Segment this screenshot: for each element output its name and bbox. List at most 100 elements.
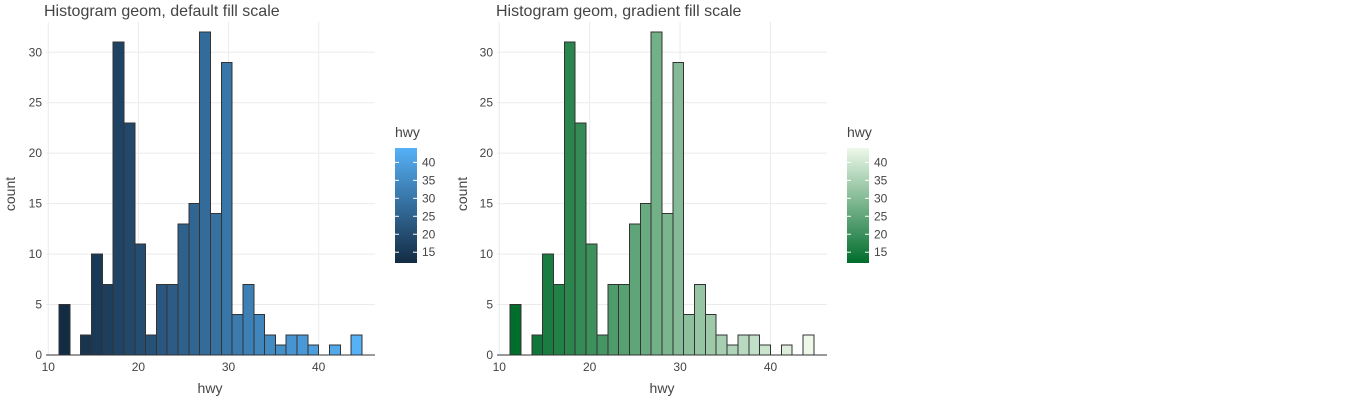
y-tick-label: 30 xyxy=(480,45,494,59)
y-tick-label: 10 xyxy=(480,247,494,261)
x-tick-labels: 10 20 30 40 xyxy=(493,360,778,374)
legend-title: hwy xyxy=(847,124,872,140)
x-tick-label: 30 xyxy=(673,360,687,374)
histogram-bar xyxy=(285,334,298,356)
legend-title: hwy xyxy=(395,124,420,140)
legend-tick-label: 40 xyxy=(874,155,888,169)
histogram-bar xyxy=(726,344,739,356)
histogram-bar xyxy=(264,334,276,356)
chart-title: Histogram geom, default fill scale xyxy=(44,3,280,20)
legend-colorbar xyxy=(847,148,869,263)
y-axis-title: count xyxy=(454,177,470,211)
histogram-bar xyxy=(574,122,587,356)
y-axis-title: count xyxy=(2,177,18,211)
y-tick-labels: 0 5 10 15 20 25 30 xyxy=(29,45,43,362)
legend-tick-label: 15 xyxy=(874,245,888,259)
histogram-bar xyxy=(628,223,641,356)
histogram-bar xyxy=(661,213,674,356)
y-tick-label: 5 xyxy=(35,298,42,312)
histogram-bar xyxy=(683,314,696,356)
histogram-bar xyxy=(780,344,793,356)
histogram-bar xyxy=(704,314,717,356)
histogram-bar xyxy=(639,203,652,356)
y-tick-label: 0 xyxy=(486,348,493,362)
y-tick-label: 20 xyxy=(480,146,494,160)
histogram-bar xyxy=(145,334,157,356)
y-tick-label: 25 xyxy=(29,96,43,110)
x-tick-label: 40 xyxy=(312,360,326,374)
legend-tick-label: 20 xyxy=(422,227,436,241)
legend-tick-label: 30 xyxy=(422,191,436,205)
histogram-bars xyxy=(58,31,363,356)
histogram-bar xyxy=(607,283,620,356)
histogram-bars xyxy=(509,31,815,356)
y-tick-label: 10 xyxy=(29,247,43,261)
histogram-bar xyxy=(101,283,114,356)
histogram-bar xyxy=(242,283,255,356)
x-tick-label: 10 xyxy=(42,360,56,374)
histogram-bar xyxy=(296,334,309,356)
x-tick-label: 10 xyxy=(493,360,507,374)
histogram-bar xyxy=(231,314,244,356)
histogram-bar xyxy=(650,31,663,356)
histogram-bar xyxy=(672,61,685,356)
chart-title: Histogram geom, gradient fill scale xyxy=(496,3,742,20)
histogram-bar xyxy=(531,334,544,356)
histogram-bar xyxy=(563,41,576,356)
histogram-bar xyxy=(274,344,287,356)
histogram-bar xyxy=(759,344,771,356)
x-tick-label: 20 xyxy=(583,360,597,374)
legend-tick-labels: 15 20 25 30 35 40 xyxy=(395,155,436,259)
legend-tick-label: 40 xyxy=(422,155,436,169)
histogram-bar xyxy=(155,283,168,356)
y-tick-label: 30 xyxy=(29,45,43,59)
histogram-bar xyxy=(748,334,761,356)
y-tick-labels: 0 5 10 15 20 25 30 xyxy=(480,45,494,362)
legend-colorbar xyxy=(395,148,417,263)
histogram-bar xyxy=(80,334,93,356)
color-legend: hwy 15 20 25 30 35 40 xyxy=(395,124,436,263)
x-axis-title: hwy xyxy=(650,380,675,396)
histogram-bar xyxy=(802,334,815,356)
y-tick-label: 25 xyxy=(480,96,494,110)
histogram-bar xyxy=(58,304,71,356)
histogram-bar xyxy=(737,334,750,356)
legend-tick-label: 15 xyxy=(422,245,436,259)
histogram-bar xyxy=(220,61,233,356)
histogram-bar xyxy=(509,304,522,356)
histogram-bar xyxy=(618,283,630,356)
histogram-bar xyxy=(166,283,179,356)
y-tick-label: 20 xyxy=(29,146,43,160)
legend-tick-label: 35 xyxy=(874,173,888,187)
histogram-bar xyxy=(585,243,598,356)
x-tick-label: 30 xyxy=(222,360,236,374)
histogram-bar xyxy=(694,283,706,356)
y-tick-label: 15 xyxy=(29,197,43,211)
histogram-bar xyxy=(596,334,609,356)
y-tick-label: 0 xyxy=(35,348,42,362)
y-tick-label: 15 xyxy=(480,197,494,211)
x-axis-title: hwy xyxy=(198,380,223,396)
histogram-bar xyxy=(134,243,147,356)
chart-panel-gradient-fill: Histogram geom, gradient fill scale 10 20… xyxy=(454,3,888,396)
histogram-bar xyxy=(199,31,212,356)
legend-tick-label: 25 xyxy=(874,209,888,223)
histogram-bar xyxy=(112,41,125,356)
histogram-bar xyxy=(123,122,136,356)
histogram-bar xyxy=(350,334,363,356)
histogram-bar xyxy=(542,253,555,356)
x-tick-label: 20 xyxy=(132,360,146,374)
histogram-bar xyxy=(210,213,222,356)
histogram-bar xyxy=(307,344,320,356)
x-tick-label: 40 xyxy=(764,360,778,374)
histogram-bar xyxy=(553,283,565,356)
histogram-bar xyxy=(328,344,341,356)
y-tick-label: 5 xyxy=(486,298,493,312)
histogram-bar xyxy=(91,253,103,356)
legend-tick-label: 20 xyxy=(874,227,888,241)
x-tick-labels: 10 20 30 40 xyxy=(42,360,326,374)
chart-panel-default-fill: Histogram geom, default fill scale 10 20 3… xyxy=(2,3,436,396)
histogram-bar xyxy=(715,334,728,356)
color-legend: hwy 15 20 25 30 35 40 xyxy=(847,124,888,263)
